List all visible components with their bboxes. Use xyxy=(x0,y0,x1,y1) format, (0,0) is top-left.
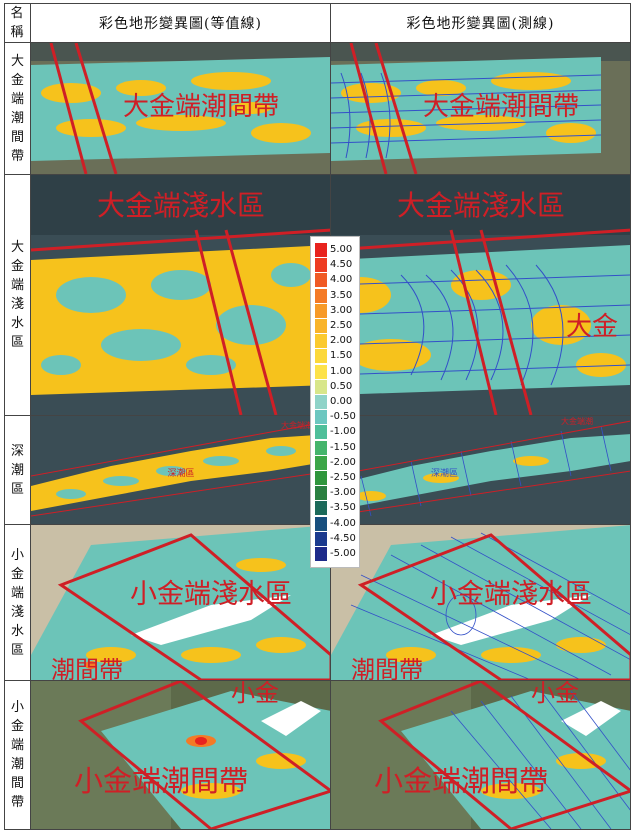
legend-swatch xyxy=(315,471,327,485)
survey-line-map-cell: 大金端潮間帶 xyxy=(330,42,631,175)
lower-label: 潮間帶 xyxy=(51,656,123,680)
contour-map-cell: 小金端淺水區 潮間帶 xyxy=(30,524,331,681)
survey-line-map-image: 大金端潮間帶 xyxy=(331,43,630,174)
legend-swatch xyxy=(315,455,327,470)
survey-line-map-cell: 深潮區 大金端潮 xyxy=(330,415,631,525)
overlay-label: 小金端潮間帶 xyxy=(374,764,548,798)
legend-value-label: -4.50 xyxy=(330,532,356,544)
legend-swatch xyxy=(315,440,327,455)
legend-value-label: 0.00 xyxy=(330,396,353,407)
legend-swatch xyxy=(315,501,327,516)
legend-value-label: 1.00 xyxy=(330,365,353,377)
legend-value-label: -3.50 xyxy=(330,502,356,514)
table-row: 小金端淺水區 小金端淺水區 潮間帶 xyxy=(4,524,631,681)
legend-value-label: 3.50 xyxy=(330,289,353,301)
legend-swatch xyxy=(315,516,327,531)
name-column-header: 名稱 xyxy=(4,3,31,43)
legend-swatch xyxy=(315,288,327,303)
legend-value-label: -2.00 xyxy=(330,456,356,468)
contour-column-header: 彩色地形變異圖(等值線) xyxy=(30,3,331,43)
legend-swatch xyxy=(315,425,327,440)
overlay-label: 大金端淺水區 xyxy=(397,189,565,222)
row-name: 小金端淺水區 xyxy=(4,524,31,681)
legend-swatch xyxy=(315,486,327,501)
overlay-label: 小金端淺水區 xyxy=(430,579,592,610)
legend-value-label: 4.50 xyxy=(330,259,353,271)
legend-swatch xyxy=(315,379,327,394)
legend-value-label: 4.00 xyxy=(330,274,353,286)
legend-swatch xyxy=(315,303,327,318)
upper-label: 小金 xyxy=(531,681,579,707)
survey-line-map-cell: 大金端淺水區 大金 xyxy=(330,174,631,416)
legend-swatch xyxy=(315,531,327,546)
overlay-label: 深潮區 xyxy=(167,467,194,479)
row-name: 大金端潮間帶 xyxy=(4,42,31,175)
header-row: 名稱 彩色地形變異圖(等值線) 彩色地形變異圖(測線) xyxy=(4,3,631,43)
legend-value-label: -0.50 xyxy=(330,411,356,423)
contour-map-cell: 大金端淺水區 xyxy=(30,174,331,416)
color-scale-legend: 5.00 4.50 4.00 3.50 3.00 2.50 2.00 1.50 1.00 0.50… xyxy=(310,236,360,568)
comparison-table: 名稱 彩色地形變異圖(等值線) 彩色地形變異圖(測線) 大金端潮間帶 大金端潮間… xyxy=(4,3,631,830)
contour-map-image: 小金端淺水區 潮間帶 xyxy=(31,525,330,680)
legend-swatch xyxy=(315,334,327,349)
contour-map-image: 深潮區 大金端潮 xyxy=(31,416,330,524)
legend-value-label: 1.50 xyxy=(330,350,353,362)
legend-swatch xyxy=(315,243,327,257)
survey-line-map-image: 小金端淺水區 潮間帶 xyxy=(331,525,630,680)
survey-line-map-image: 深潮區 大金端潮 xyxy=(331,416,630,524)
table-row: 大金端潮間帶 大金端潮間帶 xyxy=(4,42,631,175)
contour-map-image: 小金端潮間帶 小金 xyxy=(31,681,330,829)
row-name: 深潮區 xyxy=(4,415,31,525)
comparison-table-container: 名稱 彩色地形變異圖(等值線) 彩色地形變異圖(測線) 大金端潮間帶 大金端潮間… xyxy=(4,3,631,830)
overlay-label: 小金端潮間帶 xyxy=(74,764,248,798)
contour-map-cell: 大金端潮間帶 xyxy=(30,42,331,175)
legend-value-label: 3.00 xyxy=(330,304,353,316)
overlay-label: 深潮區 xyxy=(431,467,458,479)
legend-swatch xyxy=(315,273,327,288)
legend-value-label: -1.00 xyxy=(330,426,356,438)
survey-line-map-cell: 小金端淺水區 潮間帶 xyxy=(330,524,631,681)
table-row: 大金端淺水區 大金端淺水區 xyxy=(4,174,631,416)
row-name: 大金端淺水區 xyxy=(4,174,31,416)
legend-swatch xyxy=(315,410,327,425)
secondary-label: 大金 xyxy=(566,312,618,342)
contour-map-image: 大金端淺水區 xyxy=(31,175,330,415)
legend-swatch xyxy=(315,258,327,273)
contour-map-image: 大金端潮間帶 xyxy=(31,43,330,174)
survey-line-map-image: 大金端淺水區 大金 xyxy=(331,175,630,415)
legend-value-label: 5.00 xyxy=(330,244,353,255)
legend-value-label: -4.00 xyxy=(330,517,356,529)
legend-value-label: 0.50 xyxy=(330,380,353,392)
legend-swatch xyxy=(315,319,327,333)
legend-value-label: -5.00 xyxy=(330,548,356,559)
legend-swatch xyxy=(315,349,327,364)
legend-swatch xyxy=(315,364,327,379)
survey-line-column-header: 彩色地形變異圖(測線) xyxy=(330,3,631,43)
legend-value-label: -3.00 xyxy=(330,487,356,499)
table-row: 小金端潮間帶 小金端潮間帶 小金 xyxy=(4,680,631,830)
table-row: 深潮區 深潮區 大金端潮 xyxy=(4,415,631,525)
legend-swatch xyxy=(315,395,327,409)
legend-value-label: 2.00 xyxy=(330,335,353,347)
legend-value-label: -1.50 xyxy=(330,441,356,453)
survey-line-map-image: 小金端潮間帶 小金 xyxy=(331,681,630,829)
corner-label: 大金端潮 xyxy=(561,416,593,426)
upper-label: 小金 xyxy=(231,681,279,707)
corner-label: 大金端潮 xyxy=(281,420,313,430)
overlay-label: 大金端淺水區 xyxy=(97,189,265,222)
lower-label: 潮間帶 xyxy=(351,656,423,680)
overlay-label: 小金端淺水區 xyxy=(130,579,292,610)
overlay-label: 大金端潮間帶 xyxy=(423,92,579,122)
legend-value-label: -2.50 xyxy=(330,472,356,483)
overlay-label: 大金端潮間帶 xyxy=(123,92,279,122)
survey-line-map-cell: 小金端潮間帶 小金 xyxy=(330,680,631,830)
contour-map-cell: 小金端潮間帶 小金 xyxy=(30,680,331,830)
legend-swatch xyxy=(315,547,327,561)
row-name: 小金端潮間帶 xyxy=(4,680,31,830)
contour-map-cell: 深潮區 大金端潮 xyxy=(30,415,331,525)
legend-value-label: 2.50 xyxy=(330,320,353,331)
